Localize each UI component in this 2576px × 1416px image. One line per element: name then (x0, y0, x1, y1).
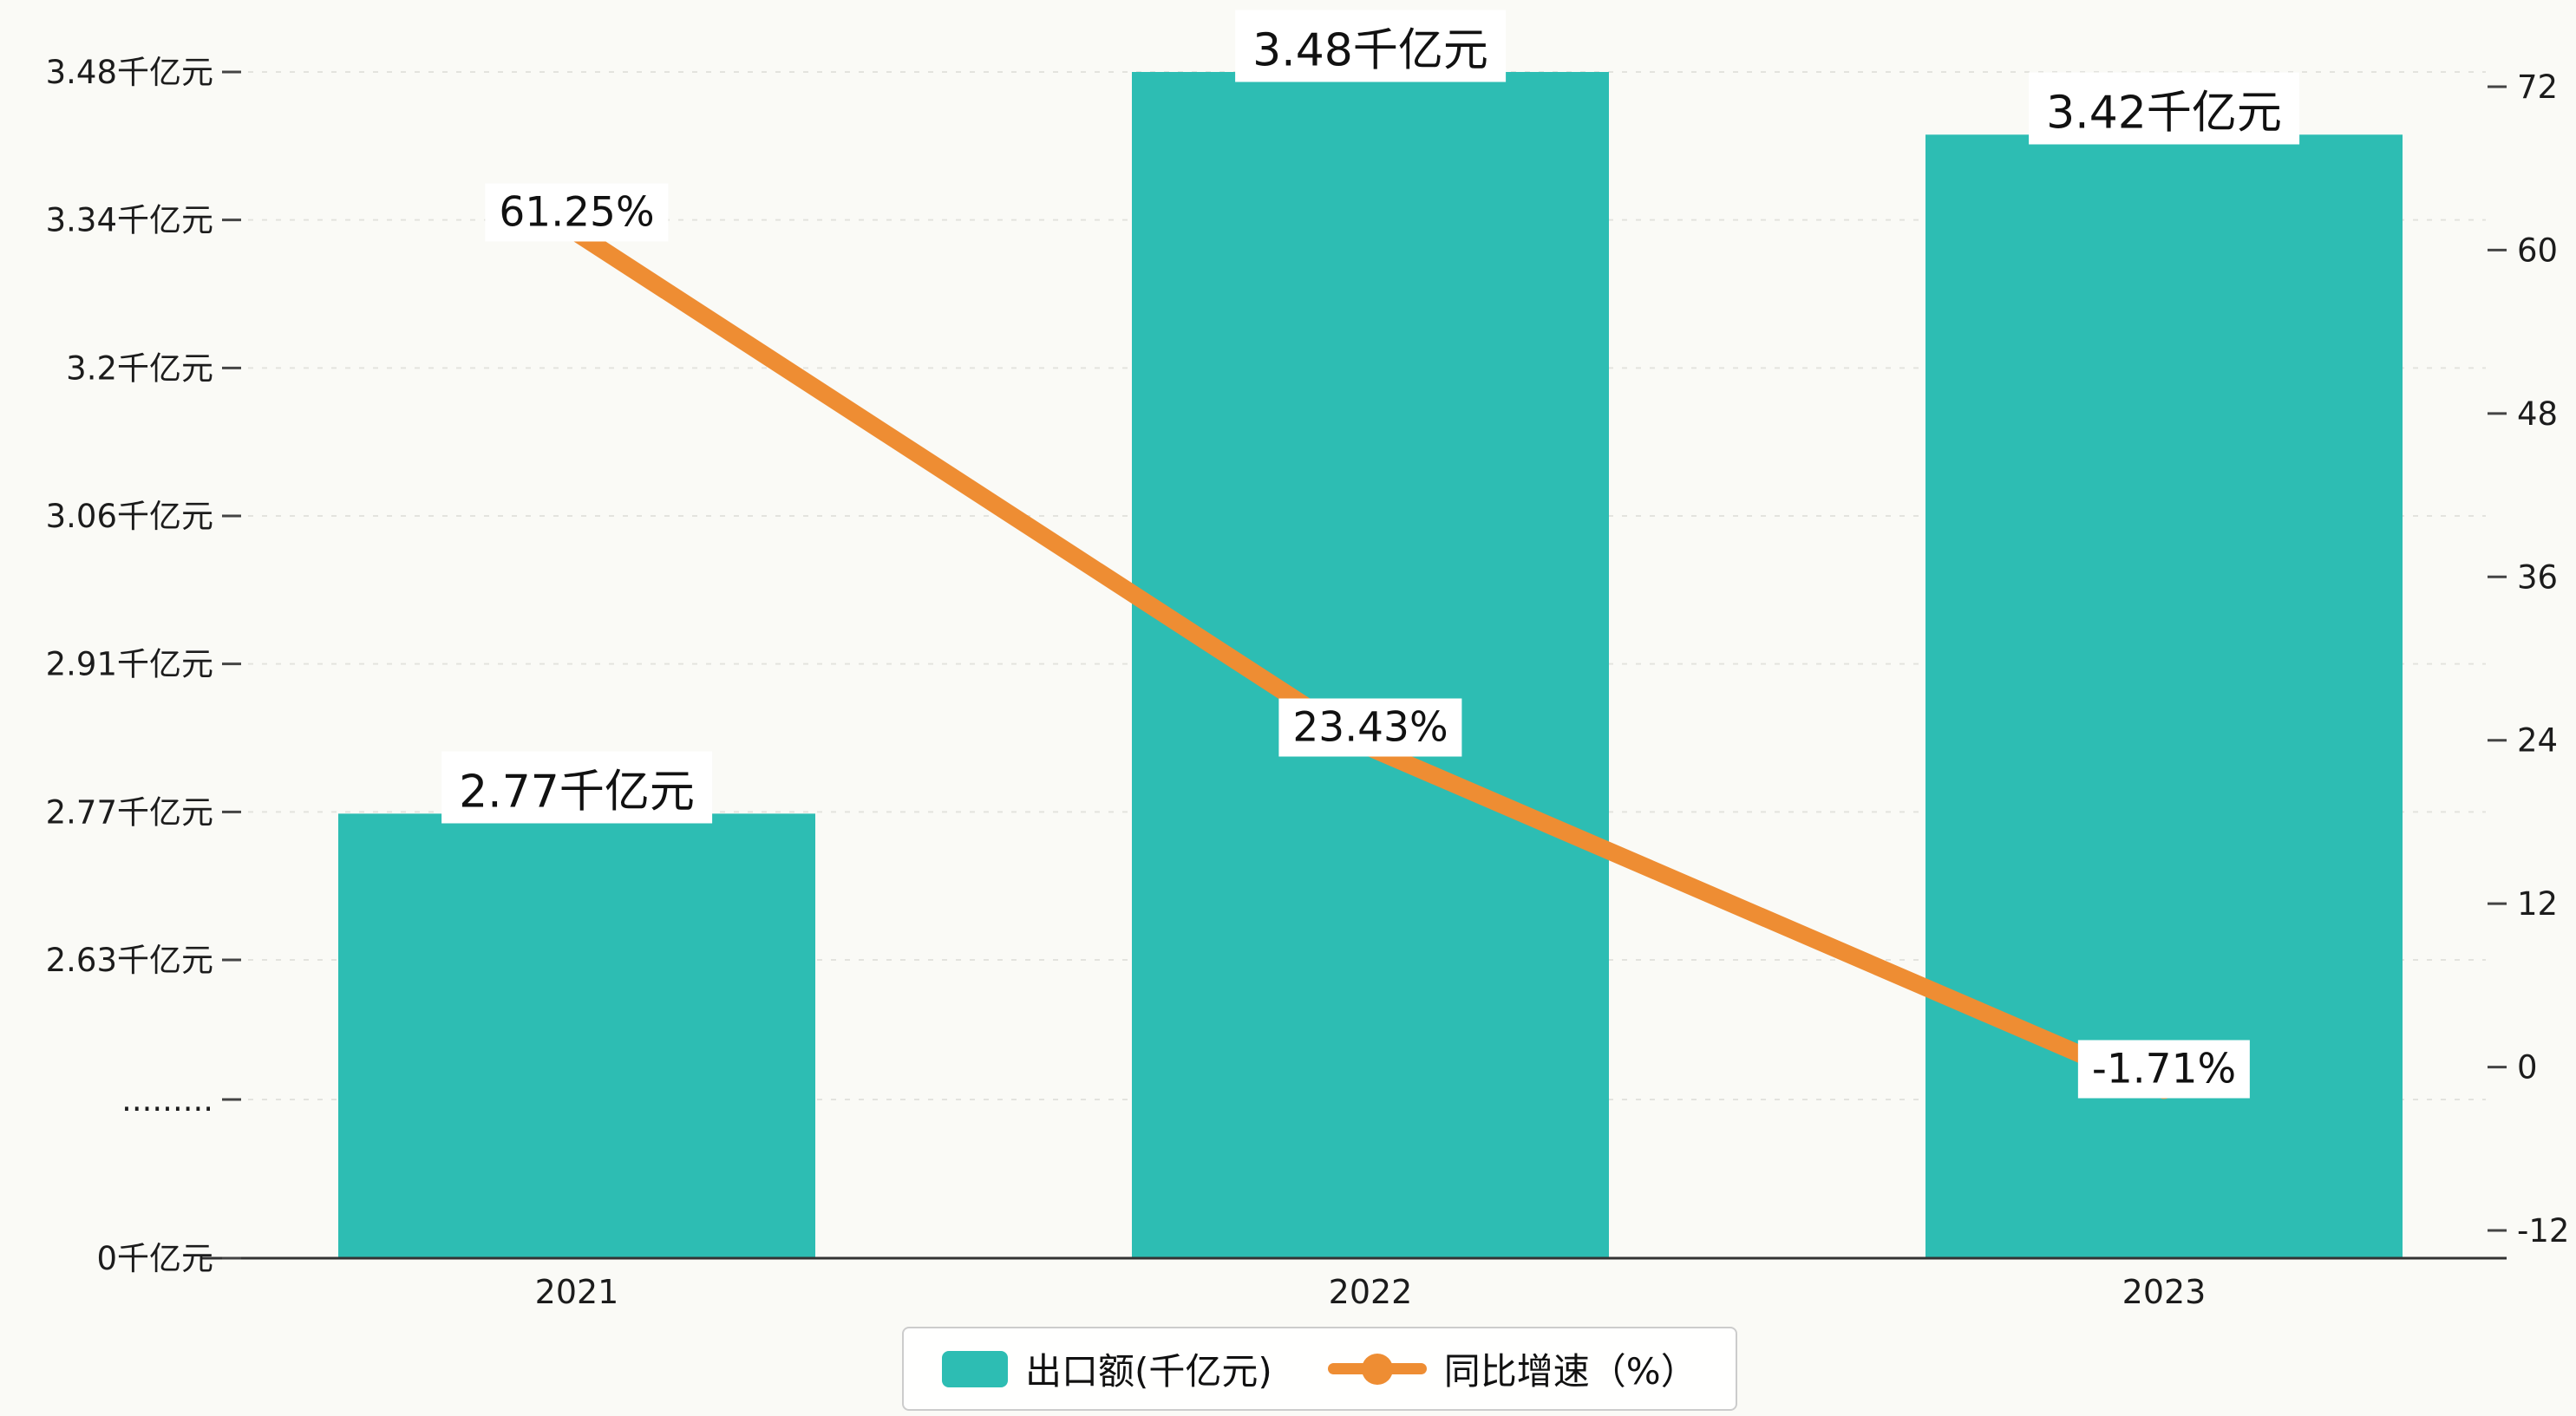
line-series-dot-icon (1361, 1353, 1393, 1385)
right-axis-label: 12 (2517, 885, 2558, 923)
line-series-marker-icon (1327, 1353, 1427, 1385)
legend-label-growth: 同比增速（%） (1443, 1350, 1697, 1393)
right-axis-label: 72 (2517, 69, 2558, 106)
bar-2021 (338, 813, 815, 1258)
right-axis-label: 60 (2517, 232, 2558, 269)
legend: 出口额(千亿元) 同比增速（%） (902, 1327, 1737, 1411)
left-axis-label: 3.2千亿元 (66, 349, 213, 387)
left-axis-label: 3.06千亿元 (46, 498, 213, 535)
right-axis-label: 48 (2517, 395, 2558, 433)
left-axis-label: 2.91千亿元 (46, 646, 213, 683)
left-axis-label: ......... (121, 1081, 213, 1119)
right-axis-label: 0 (2517, 1049, 2538, 1086)
bar-2022 (1132, 72, 1609, 1258)
left-axis-label: 0千亿元 (96, 1240, 213, 1277)
x-axis-label: 2022 (1329, 1273, 1413, 1311)
right-axis-label: -12 (2517, 1212, 2569, 1250)
left-axis-label: 2.63千亿元 (46, 942, 213, 979)
left-axis-label: 3.48千亿元 (46, 54, 213, 91)
legend-item-growth[interactable]: 同比增速（%） (1327, 1342, 1697, 1395)
legend-item-exports[interactable]: 出口额(千亿元) (942, 1342, 1272, 1395)
legend-label-exports: 出口额(千亿元) (1025, 1350, 1272, 1393)
right-axis-label: 24 (2517, 722, 2558, 760)
left-axis-label: 3.34千亿元 (46, 202, 213, 239)
x-axis-label: 2021 (535, 1273, 619, 1311)
right-axis-label: 36 (2517, 558, 2558, 596)
x-axis-label: 2023 (2122, 1273, 2207, 1311)
bar-series-swatch-icon (942, 1350, 1008, 1387)
left-axis-label: 2.77千亿元 (46, 793, 213, 831)
